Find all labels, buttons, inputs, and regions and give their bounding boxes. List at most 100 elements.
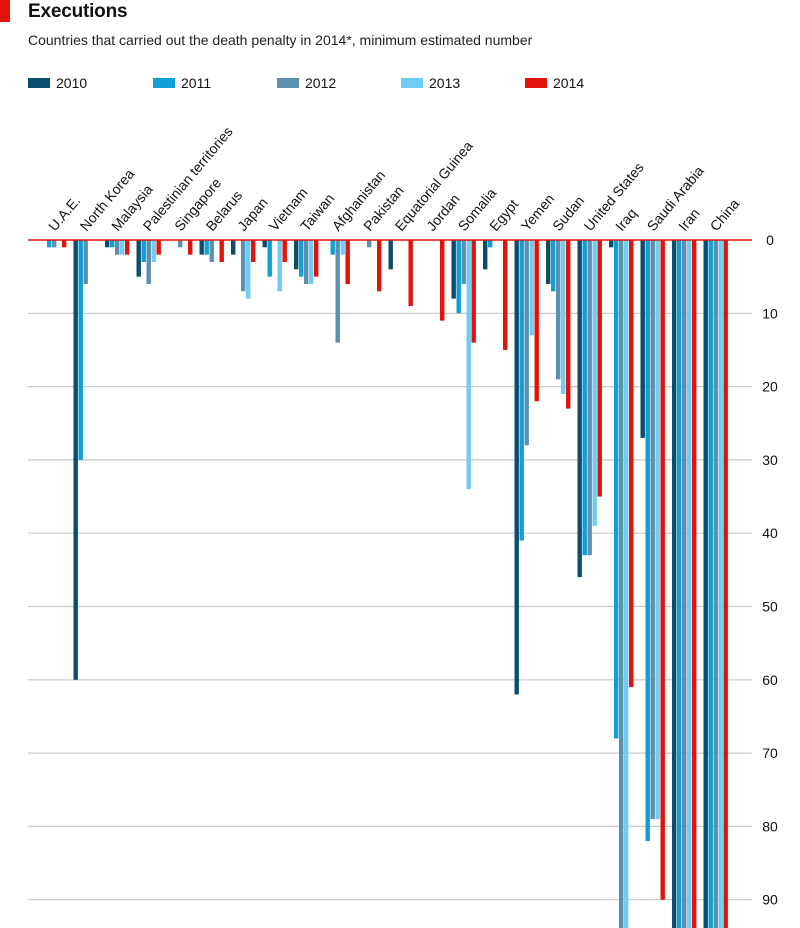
bar — [219, 240, 224, 262]
bar — [125, 240, 130, 255]
bar — [592, 240, 597, 526]
legend-label: 2011 — [181, 75, 212, 91]
bar — [619, 240, 624, 928]
bar — [566, 240, 571, 409]
bar — [597, 240, 602, 497]
y-tick-label: 90 — [762, 892, 778, 908]
bar — [115, 240, 120, 255]
bar — [146, 240, 151, 284]
bar — [199, 240, 204, 255]
bar — [141, 240, 146, 262]
bar — [451, 240, 456, 299]
y-tick-label: 80 — [762, 818, 778, 834]
bar — [304, 240, 309, 284]
y-tick-label: 30 — [762, 452, 778, 468]
bar — [367, 240, 372, 248]
category-label: Yemen — [518, 191, 558, 234]
bar — [650, 240, 655, 820]
bar — [577, 240, 582, 578]
bar — [624, 240, 629, 928]
bar — [408, 240, 413, 306]
bar — [682, 240, 687, 928]
bar — [529, 240, 534, 336]
brand-accent-bar — [0, 0, 10, 22]
bar — [110, 240, 115, 248]
legend-label: 2010 — [56, 75, 88, 91]
bar — [178, 240, 183, 248]
bar — [645, 240, 650, 842]
bar — [551, 240, 556, 292]
bar — [723, 240, 728, 928]
bar — [299, 240, 304, 277]
legend-label: 2012 — [305, 75, 337, 91]
bar — [294, 240, 299, 270]
bar — [282, 240, 287, 262]
bar — [345, 240, 350, 284]
bar — [340, 240, 345, 255]
bar — [47, 240, 52, 248]
bar — [466, 240, 471, 490]
bar — [188, 240, 193, 255]
bar — [718, 240, 723, 928]
bar — [488, 240, 493, 248]
bar — [277, 240, 282, 292]
y-tick-label: 40 — [762, 525, 778, 541]
bar — [330, 240, 335, 255]
category-label: China — [707, 195, 743, 233]
y-tick-label: 10 — [762, 305, 778, 321]
legend-swatch — [401, 78, 423, 88]
bar — [388, 240, 393, 270]
category-label: U.A.E. — [45, 193, 83, 234]
legend-swatch — [153, 78, 175, 88]
bar — [209, 240, 214, 262]
bar — [672, 240, 677, 928]
bar — [655, 240, 660, 820]
bar — [483, 240, 488, 270]
bar — [251, 240, 256, 262]
bar — [52, 240, 57, 248]
bar — [151, 240, 156, 262]
bar — [440, 240, 445, 321]
bar — [262, 240, 267, 248]
bar — [609, 240, 614, 248]
bar — [471, 240, 476, 343]
bar — [582, 240, 587, 556]
y-tick-label: 0 — [766, 232, 774, 248]
bar — [687, 240, 692, 928]
y-tick-label: 60 — [762, 672, 778, 688]
bar — [534, 240, 539, 402]
bar — [267, 240, 272, 277]
bar — [62, 240, 67, 248]
category-label: Iran — [675, 205, 703, 234]
legend-label: 2013 — [429, 75, 461, 91]
bar — [105, 240, 110, 248]
bar — [561, 240, 566, 394]
bar — [524, 240, 529, 446]
bar — [78, 240, 83, 460]
bar — [83, 240, 88, 284]
bar — [514, 240, 519, 695]
bar — [120, 240, 125, 255]
bar — [456, 240, 461, 314]
bar — [335, 240, 340, 343]
bar — [503, 240, 508, 350]
bar — [246, 240, 251, 299]
bar — [231, 240, 236, 255]
bar — [640, 240, 645, 438]
chart-title: Executions — [28, 1, 128, 22]
bar — [703, 240, 708, 928]
bar — [461, 240, 466, 284]
y-tick-label: 70 — [762, 745, 778, 761]
legend-swatch — [277, 78, 299, 88]
bar — [241, 240, 246, 292]
legend-swatch — [28, 78, 50, 88]
bar — [204, 240, 209, 255]
bar — [708, 240, 713, 928]
bar — [156, 240, 161, 255]
bar — [519, 240, 524, 541]
bar — [377, 240, 382, 292]
bar — [629, 240, 634, 688]
legend-label: 2014 — [553, 75, 585, 91]
bar — [314, 240, 319, 277]
